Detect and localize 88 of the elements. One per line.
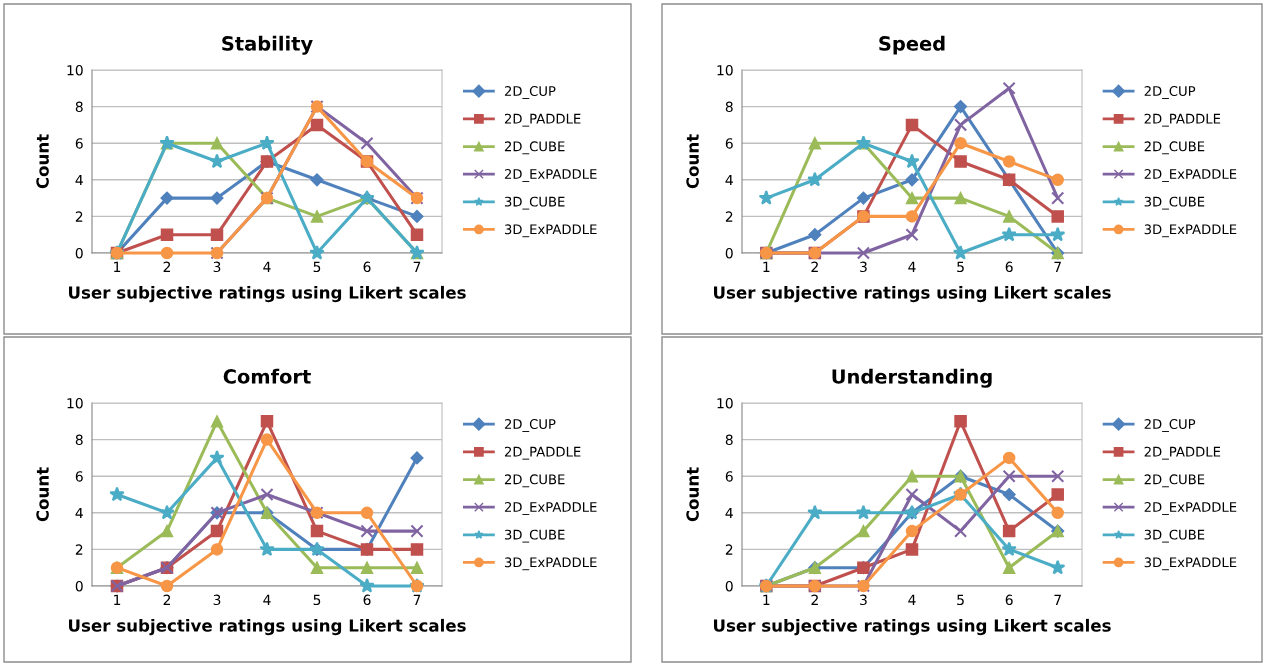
legend-label: 2D_ExPADDLE	[1144, 168, 1237, 182]
y-tick-label: 6	[75, 471, 83, 482]
y-tick-label: 0	[725, 580, 733, 592]
x-tick-label: 7	[1054, 594, 1061, 605]
y-tick-label: 10	[67, 64, 83, 76]
x-tick-label: 6	[363, 261, 371, 273]
x-tick-label: 4	[908, 594, 916, 605]
legend-label: 3D_CUBE	[504, 196, 565, 210]
y-tick-label: 10	[67, 397, 83, 409]
legend-label: 2D_CUP	[504, 86, 556, 99]
y-tick-label: 2	[725, 544, 733, 555]
y-tick-label: 8	[75, 101, 83, 113]
x-axis-title: User subjective ratings using Likert scales	[69, 618, 466, 636]
legend-label: 2D_CUBE	[1144, 141, 1205, 155]
legend-label: 3D_ExPADDLE	[1144, 557, 1237, 571]
x-tick-label: 3	[213, 594, 221, 606]
x-tick-label: 2	[163, 594, 171, 605]
x-tick-label: 3	[213, 261, 221, 273]
x-tick-label: 5	[957, 261, 964, 273]
y-tick-label: 4	[725, 507, 733, 519]
legend-label: 3D_ExPADDLE	[504, 557, 597, 571]
legend-label: 3D_CUBE	[1144, 529, 1205, 543]
chart-title: Comfort	[223, 368, 311, 384]
legend-label: 2D_PADDLE	[1144, 113, 1221, 127]
x-axis-title: User subjective ratings using Likert scales	[69, 285, 466, 303]
y-tick-label: 10	[717, 397, 733, 409]
y-tick-label: 0	[75, 580, 83, 592]
legend-label: 2D_CUP	[1144, 86, 1196, 99]
x-tick-label: 7	[413, 261, 421, 272]
x-tick-label: 2	[163, 261, 171, 272]
x-tick-label: 7	[1054, 261, 1061, 272]
x-tick-label: 1	[763, 261, 770, 272]
x-tick-label: 5	[313, 261, 321, 273]
x-tick-label: 1	[114, 594, 121, 605]
y-tick-label: 2	[75, 544, 83, 555]
y-tick-label: 8	[75, 434, 83, 446]
x-tick-label: 4	[908, 261, 916, 272]
x-tick-label: 4	[263, 594, 271, 605]
legend-label: 2D_ExPADDLE	[504, 501, 597, 515]
y-tick-label: 0	[75, 247, 83, 259]
legend-label: 2D_ExPADDLE	[1144, 501, 1237, 515]
legend-label: 2D_CUBE	[504, 141, 565, 155]
legend-label: 3D_ExPADDLE	[1144, 224, 1237, 238]
chart-title: Speed	[879, 35, 945, 55]
legend-label: 2D_ExPADDLE	[504, 168, 597, 182]
legend-label: 2D_CUBE	[504, 474, 565, 488]
y-tick-label: 2	[75, 211, 83, 222]
legend-label: 2D_PADDLE	[1144, 446, 1221, 460]
y-axis-title: Count	[686, 467, 699, 522]
y-axis-title: Count	[36, 134, 49, 189]
x-tick-label: 1	[763, 594, 770, 605]
y-axis-title: Count	[36, 467, 49, 522]
x-tick-label: 6	[1005, 261, 1013, 273]
y-tick-label: 2	[725, 211, 733, 222]
x-tick-label: 3	[860, 594, 867, 606]
x-tick-label: 2	[811, 594, 818, 605]
y-tick-label: 6	[725, 471, 733, 482]
y-tick-label: 8	[725, 434, 733, 446]
legend-label: 2D_PADDLE	[504, 113, 581, 127]
x-tick-label: 4	[263, 261, 271, 272]
y-tick-label: 6	[75, 138, 83, 149]
x-tick-label: 6	[1005, 594, 1013, 606]
x-tick-label: 5	[957, 594, 964, 606]
x-tick-label: 5	[313, 594, 321, 606]
legend-label: 3D_ExPADDLE	[504, 224, 597, 238]
y-tick-label: 4	[75, 507, 83, 519]
y-tick-label: 8	[725, 101, 733, 113]
y-tick-label: 4	[75, 174, 83, 186]
legend-label: 2D_CUBE	[1144, 474, 1205, 488]
x-tick-label: 1	[114, 261, 121, 272]
legend-label: 2D_CUP	[1144, 419, 1196, 432]
x-tick-label: 2	[811, 261, 818, 272]
x-tick-label: 3	[860, 261, 867, 273]
legend-label: 2D_PADDLE	[504, 446, 581, 460]
chart-title: Understanding	[832, 368, 992, 388]
x-tick-label: 7	[413, 594, 421, 605]
y-axis-title: Count	[686, 134, 699, 189]
x-tick-label: 6	[363, 594, 371, 606]
y-tick-label: 0	[725, 247, 733, 259]
y-tick-label: 10	[717, 64, 733, 76]
legend-label: 3D_CUBE	[504, 529, 565, 543]
legend-label: 3D_CUBE	[1144, 196, 1205, 210]
x-axis-title: User subjective ratings using Likert scales	[714, 618, 1111, 636]
chart-title: Stability	[222, 35, 313, 55]
y-tick-label: 4	[725, 174, 733, 186]
legend-label: 2D_CUP	[504, 419, 556, 432]
y-tick-label: 6	[725, 138, 733, 149]
x-axis-title: User subjective ratings using Likert scales	[714, 285, 1111, 303]
